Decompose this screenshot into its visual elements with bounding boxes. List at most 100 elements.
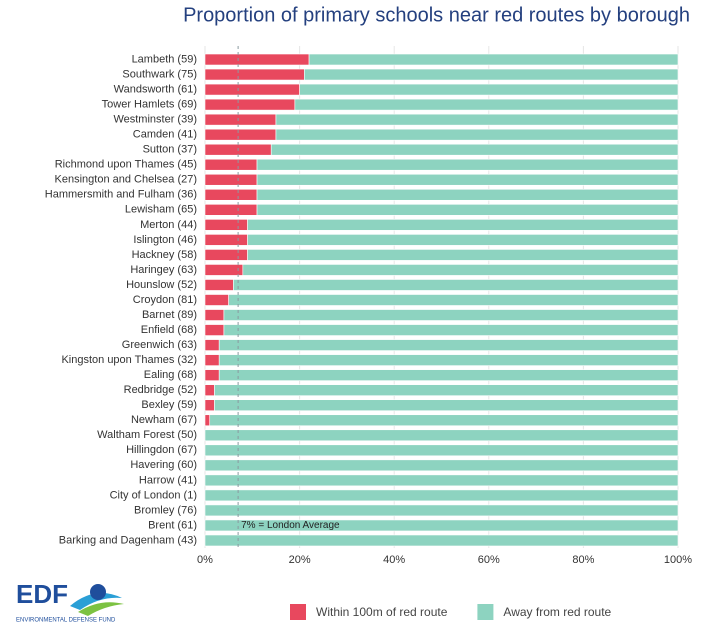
bar-segment [218,354,679,366]
bar-segment [204,429,679,442]
bar-segment [233,279,679,291]
logo-subtitle: ENVIRONMENTAL DEFENSE FUND [16,618,116,624]
bar-segment [242,264,679,276]
bar-segment [204,264,244,276]
y-tick-label: Tower Hamlets (69) [102,99,197,111]
y-tick-label: Harrow (41) [139,474,197,486]
logo: EDF ENVIRONMENTAL DEFENSE FUND [16,579,124,624]
y-tick-label: Kingston upon Thames (32) [61,354,197,366]
y-tick-label: Bexley (59) [141,399,197,411]
y-tick-label: Hammersmith and Fulham (36) [45,189,197,201]
bar-segment [299,83,679,96]
bar-segment [304,68,679,81]
legend-label: Away from red route [503,605,611,619]
bar-segment [214,384,679,396]
bar-segment [256,204,679,216]
bar-segment [204,399,215,412]
y-tick-label: Richmond upon Thames (45) [55,159,197,171]
bar-segment [204,83,300,96]
bar-segment [308,53,679,66]
y-tick-label: Hillingdon (67) [126,444,197,456]
bar-segment [256,188,679,201]
bar-segment [204,384,215,396]
y-tick-label: Croydon (81) [133,294,197,306]
y-tick-label: Hounslow (52) [126,279,197,291]
y-tick-label: Camden (41) [133,129,197,141]
y-tick-label: Brent (61) [148,519,197,531]
y-tick-label: City of London (1) [110,489,197,501]
bar-segment [204,369,220,381]
bar-segment [228,294,679,306]
x-tick-label: 0% [197,554,213,566]
bar-segment [204,98,296,111]
bar-segment [275,128,679,141]
bar-segment [256,158,679,171]
y-tick-label: Southwark (75) [122,68,197,80]
y-tick-label: Haringey (63) [130,264,197,276]
bar-segment [204,414,211,427]
bar-segment [218,339,679,351]
bar-segment [204,158,258,171]
y-tick-label: Bromley (76) [134,504,197,516]
y-tick-label: Westminster (39) [113,114,197,126]
bar-segment [204,309,225,321]
y-tick-label: Kensington and Chelsea (27) [55,174,197,186]
bar-segment [204,68,305,81]
bar-segment [247,219,679,231]
y-tick-label: Hackney (58) [132,249,197,261]
x-tick-label: 60% [478,554,500,566]
bar-segment [223,309,679,321]
x-tick-label: 80% [572,554,594,566]
y-tick-label: Redbridge (52) [124,384,197,396]
bar-segment [204,324,225,336]
y-tick-label: Newham (67) [131,414,197,426]
bar-segment [209,414,679,427]
bar-segment [204,534,679,547]
bar-segment [204,474,679,487]
x-tick-label: 20% [289,554,311,566]
y-tick-label: Lambeth (59) [132,53,197,65]
y-tick-label: Lewisham (65) [125,204,197,216]
bar-segment [270,143,679,156]
bar-segment [204,339,220,351]
y-tick-label: Waltham Forest (50) [97,429,197,441]
y-tick-label: Ealing (68) [144,369,197,381]
logo-name: EDF [16,579,68,609]
bar-segment [294,98,679,111]
bar-segment [204,173,258,186]
bar-segment [204,444,679,457]
bar-segment [256,173,679,186]
y-tick-label: Barnet (89) [142,309,197,321]
bar-segment [223,324,679,336]
y-tick-label: Islington (46) [133,234,197,246]
bar-segment [204,219,248,231]
legend-label: Within 100m of red route [316,605,448,619]
logo-swoosh [70,593,122,610]
bar-segment [204,234,248,246]
bar-segment [204,204,258,216]
legend-swatch [477,604,494,620]
bar-segment [204,354,220,366]
bar-segment [204,113,277,126]
bar-segment [204,128,277,141]
reference-label: 7% = London Average [241,520,340,531]
legend-swatch [290,604,306,620]
y-tick-label: Greenwich (63) [122,339,197,351]
bar-segment [204,188,258,201]
bar-segment [247,234,679,246]
x-tick-label: 100% [664,554,692,566]
logo-globe [90,584,106,600]
x-tick-label: 40% [383,554,405,566]
bar-segment [204,53,310,66]
logo-swoosh [78,602,124,616]
bar-segment [204,489,679,502]
y-tick-label: Sutton (37) [143,144,197,156]
bar-segment [214,399,679,412]
y-tick-label: Wandsworth (61) [114,83,197,95]
y-tick-label: Havering (60) [130,459,197,471]
y-tick-label: Enfield (68) [141,324,197,336]
bar-segment [204,459,679,472]
bar-segment [218,369,679,381]
y-tick-label: Merton (44) [140,219,197,231]
